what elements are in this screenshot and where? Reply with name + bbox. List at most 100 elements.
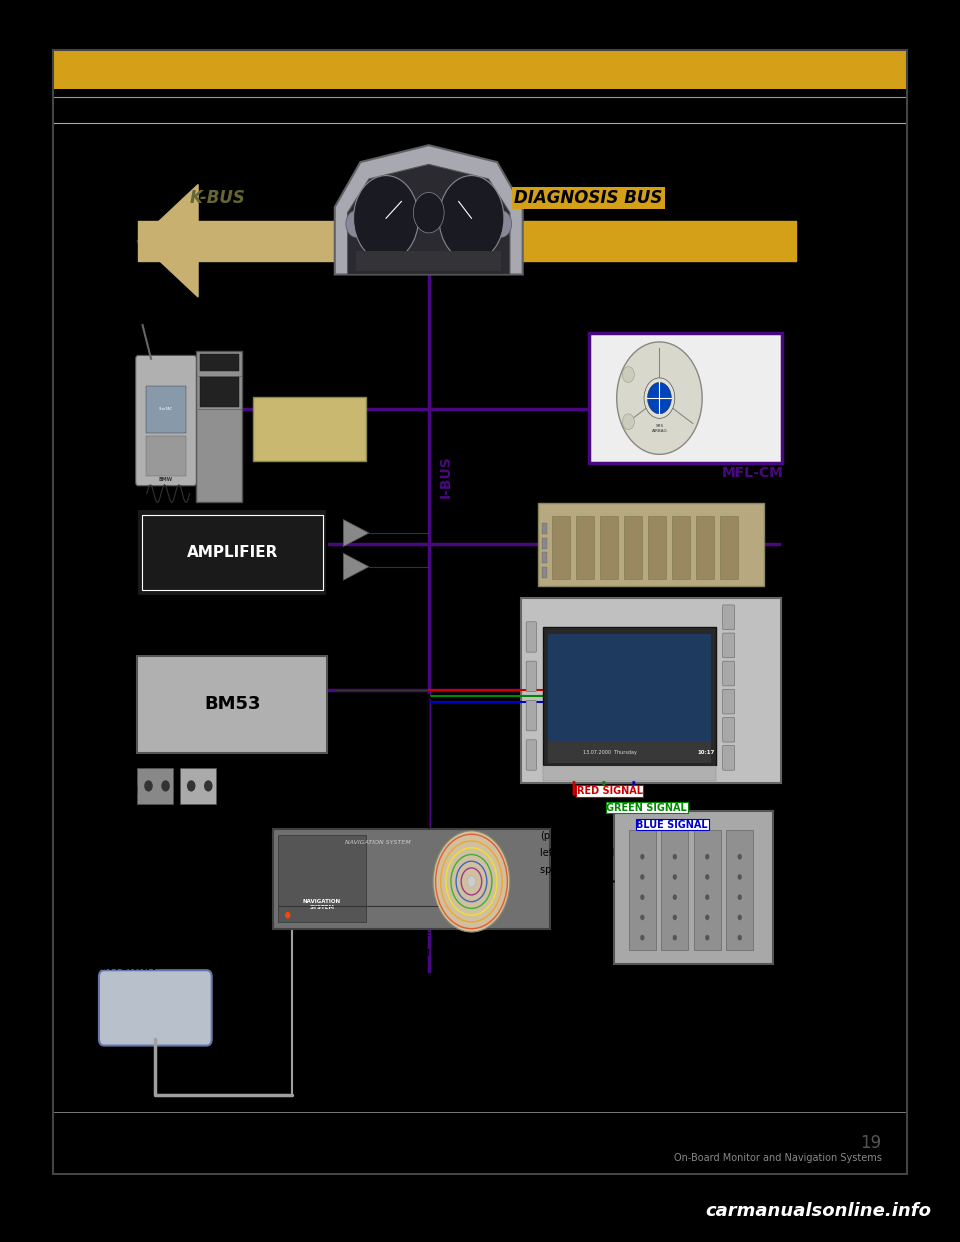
Circle shape (737, 874, 742, 879)
Polygon shape (344, 519, 369, 546)
FancyBboxPatch shape (648, 515, 666, 579)
Text: K-BUS: K-BUS (189, 189, 246, 207)
Circle shape (439, 175, 504, 261)
FancyBboxPatch shape (146, 436, 186, 476)
FancyBboxPatch shape (624, 515, 642, 579)
Text: GPS: GPS (95, 943, 121, 954)
FancyBboxPatch shape (197, 351, 243, 502)
Text: AUDIO SIGNALS: AUDIO SIGNALS (335, 584, 406, 592)
FancyBboxPatch shape (588, 333, 781, 463)
Text: 13.07.2000  Thursday: 13.07.2000 Thursday (583, 750, 636, 755)
Polygon shape (344, 553, 369, 580)
FancyBboxPatch shape (356, 251, 501, 271)
FancyBboxPatch shape (723, 689, 734, 714)
FancyBboxPatch shape (137, 768, 173, 804)
Circle shape (673, 854, 677, 859)
Text: BLUE SIGNAL: BLUE SIGNAL (636, 820, 708, 830)
Circle shape (706, 874, 709, 879)
Text: SRS
AIRBAG: SRS AIRBAG (652, 424, 667, 432)
Text: NAVIGATION: NAVIGATION (83, 786, 138, 795)
PathPatch shape (348, 164, 510, 274)
Circle shape (640, 935, 644, 940)
FancyBboxPatch shape (726, 830, 754, 950)
Text: REVERSE: REVERSE (297, 932, 338, 941)
Circle shape (673, 874, 677, 879)
FancyBboxPatch shape (543, 765, 716, 781)
FancyBboxPatch shape (137, 656, 327, 754)
FancyBboxPatch shape (526, 622, 537, 652)
Circle shape (706, 914, 709, 920)
Circle shape (673, 935, 677, 940)
FancyBboxPatch shape (720, 515, 737, 579)
Text: AUDIO: AUDIO (83, 802, 111, 812)
Circle shape (737, 854, 742, 859)
Text: SIGNALS: SIGNALS (83, 820, 122, 828)
Text: 19: 19 (860, 1134, 881, 1153)
FancyBboxPatch shape (672, 515, 689, 579)
Text: ANTENNA: ANTENNA (95, 963, 156, 972)
Text: GREEN SIGNAL: GREEN SIGNAL (607, 802, 687, 812)
Text: CD: CD (83, 668, 96, 677)
Text: NAVIGATION
SYSTEM: NAVIGATION SYSTEM (302, 899, 341, 909)
Text: Example of E38/E39 with Wide Screen Board Monitor: Example of E38/E39 with Wide Screen Boar… (63, 1120, 433, 1133)
FancyBboxPatch shape (180, 768, 216, 804)
Circle shape (161, 780, 170, 791)
Circle shape (492, 210, 512, 237)
FancyBboxPatch shape (693, 830, 721, 950)
Text: SIGNALS: SIGNALS (83, 718, 122, 728)
FancyBboxPatch shape (526, 661, 537, 692)
Text: 10:17: 10:17 (698, 750, 715, 755)
Circle shape (346, 210, 367, 237)
Polygon shape (138, 185, 198, 297)
Text: AUDIO SIGNALS: AUDIO SIGNALS (339, 657, 410, 666)
Circle shape (640, 894, 644, 900)
Circle shape (647, 383, 671, 414)
Text: MFL-CM: MFL-CM (721, 466, 783, 479)
Circle shape (673, 894, 677, 900)
Text: On-Board Monitor and Navigation Systems: On-Board Monitor and Navigation Systems (674, 1154, 881, 1164)
Text: FOR AMPLIFICATION: FOR AMPLIFICATION (335, 600, 424, 610)
FancyBboxPatch shape (526, 740, 537, 770)
Circle shape (468, 876, 476, 887)
FancyBboxPatch shape (252, 397, 366, 461)
FancyBboxPatch shape (135, 355, 197, 486)
Text: (processed: (processed (540, 831, 593, 841)
Text: LCM III: LCM III (548, 487, 612, 505)
PathPatch shape (335, 145, 522, 274)
Text: left front wheel: left front wheel (540, 848, 614, 858)
Circle shape (433, 831, 510, 932)
Circle shape (414, 193, 444, 233)
Text: LCM: LCM (411, 949, 430, 958)
FancyBboxPatch shape (541, 523, 546, 534)
Text: DSC: DSC (540, 814, 564, 823)
Circle shape (673, 914, 677, 920)
FancyBboxPatch shape (548, 635, 710, 741)
FancyBboxPatch shape (541, 538, 546, 549)
FancyBboxPatch shape (696, 515, 713, 579)
Text: AUDIO: AUDIO (83, 702, 111, 710)
Circle shape (622, 366, 635, 383)
FancyBboxPatch shape (137, 509, 327, 596)
FancyBboxPatch shape (723, 718, 734, 741)
FancyBboxPatch shape (200, 376, 239, 407)
FancyBboxPatch shape (552, 515, 570, 579)
Text: DIAGNOSIS BUS: DIAGNOSIS BUS (515, 189, 662, 207)
Text: LCM: LCM (308, 949, 327, 958)
Text: StarTAC: StarTAC (158, 407, 173, 411)
FancyBboxPatch shape (146, 386, 186, 433)
Circle shape (737, 894, 742, 900)
FancyBboxPatch shape (723, 633, 734, 658)
FancyBboxPatch shape (539, 503, 763, 586)
FancyBboxPatch shape (274, 828, 550, 929)
Text: RED SIGNAL: RED SIGNAL (577, 786, 642, 796)
Circle shape (640, 914, 644, 920)
Circle shape (706, 935, 709, 940)
Circle shape (706, 854, 709, 859)
FancyBboxPatch shape (521, 599, 780, 782)
Circle shape (144, 780, 153, 791)
Text: BM53: BM53 (204, 694, 260, 713)
Circle shape (706, 894, 709, 900)
FancyBboxPatch shape (548, 741, 710, 764)
Text: Telephone: Telephone (265, 340, 353, 355)
Text: TAPE PLAYER: TAPE PLAYER (339, 640, 396, 648)
